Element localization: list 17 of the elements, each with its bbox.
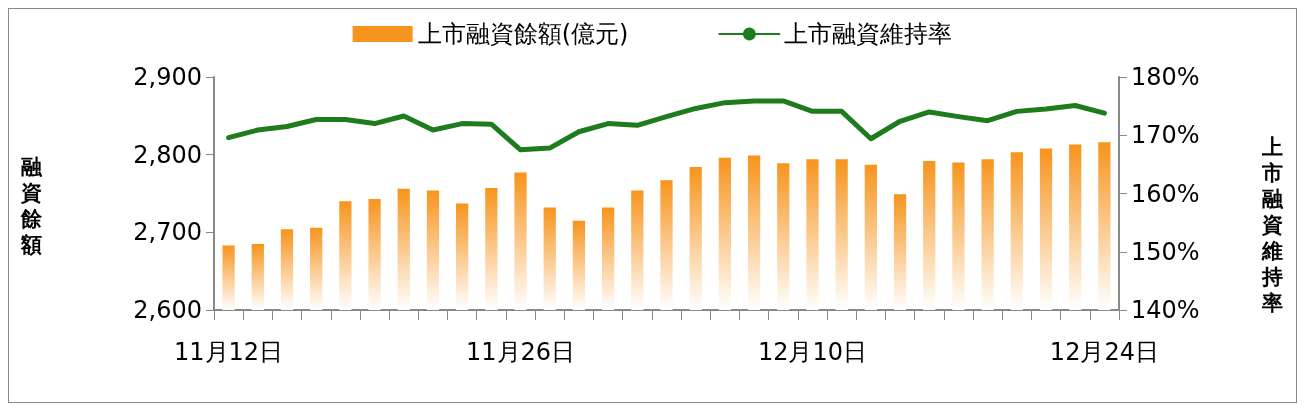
y-axis-title: 融資餘額 <box>20 154 43 257</box>
y-tick-label: 2,900 <box>133 63 202 91</box>
x-tick-label: 11月12日 <box>174 338 284 366</box>
legend-label: 上市融資餘額(億元) <box>417 20 629 48</box>
y-tick-label: 2,600 <box>133 296 202 324</box>
x-tick-label: 12月10日 <box>757 338 868 366</box>
legend-label: 上市融資維持率 <box>784 20 953 48</box>
x-tick-label: 11月26日 <box>465 338 576 366</box>
y-tick-label: 2,700 <box>133 218 202 247</box>
y2-tick-label: 140% <box>1131 296 1200 324</box>
y-tick-label: 2,800 <box>133 140 202 169</box>
y2-axis-title: 上市融資維持率 <box>1261 135 1284 315</box>
y2-tick-label: 160% <box>1131 179 1200 208</box>
y2-tick-label: 150% <box>1131 237 1200 266</box>
x-tick-label: 12月24日 <box>1049 338 1159 366</box>
y2-tick-label: 180% <box>1131 63 1200 91</box>
y2-tick-label: 170% <box>1131 121 1200 150</box>
